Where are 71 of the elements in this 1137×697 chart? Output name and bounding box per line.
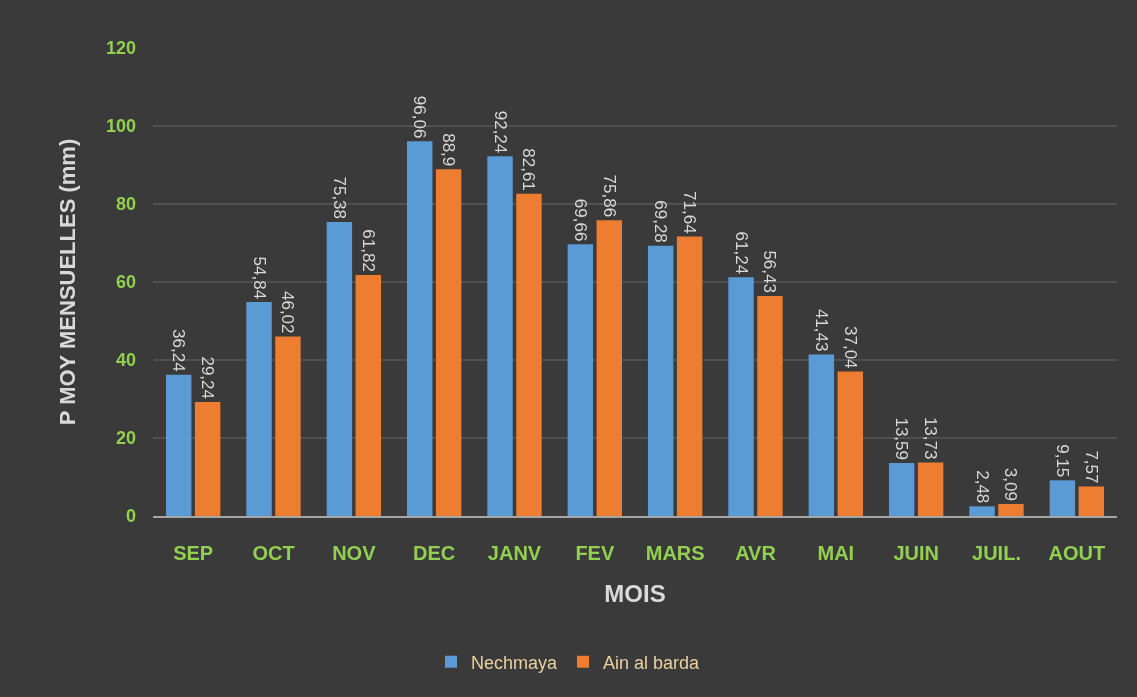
x-axis-title: MOIS — [604, 579, 666, 607]
bar — [516, 193, 542, 516]
bar — [275, 336, 301, 516]
x-tick-label: JUIL. — [972, 542, 1021, 564]
bar — [326, 222, 353, 516]
y-tick-label: 0 — [125, 506, 136, 527]
data-label: 41,43 — [811, 308, 831, 352]
x-tick-label: FEV — [575, 542, 615, 564]
x-tick-label: JUIN — [893, 542, 939, 564]
bar — [567, 244, 594, 516]
bar — [246, 302, 272, 516]
bar — [435, 169, 462, 516]
data-label: 37,04 — [840, 325, 860, 369]
bar — [406, 141, 433, 516]
x-tick-label: AVR — [735, 542, 777, 564]
data-label: 54,84 — [249, 256, 269, 300]
bar — [888, 463, 915, 516]
x-tick-label: NOV — [332, 542, 377, 564]
data-label: 71,64 — [680, 191, 700, 234]
bar — [596, 220, 623, 516]
data-label: 13,59 — [892, 417, 912, 460]
y-tick-label: 60 — [115, 272, 136, 293]
bar — [676, 236, 703, 516]
x-tick-label: OCT — [252, 542, 295, 564]
data-label: 69,66 — [570, 198, 590, 242]
bar — [165, 374, 192, 516]
bar — [837, 371, 864, 516]
data-label: 61,82 — [358, 229, 378, 272]
legend-label: Nechmaya — [471, 652, 559, 673]
bar — [487, 156, 513, 516]
x-tick-label: DEC — [413, 542, 456, 564]
bar — [1049, 480, 1076, 516]
bar — [917, 462, 944, 516]
data-label: 75,38 — [329, 176, 349, 220]
data-label: 7,57 — [1081, 450, 1101, 484]
legend-label: Ain al barda — [603, 652, 701, 673]
data-label: 96,06 — [410, 95, 430, 139]
y-tick-label: 80 — [115, 194, 136, 215]
data-label: 82,61 — [519, 148, 539, 191]
data-label: 69,28 — [651, 200, 671, 243]
data-label: 36,24 — [169, 329, 189, 372]
bar — [728, 277, 754, 516]
x-tick-label: MARS — [645, 542, 705, 564]
bar — [1078, 486, 1105, 516]
data-label: 3,09 — [1001, 467, 1021, 501]
data-label: 9,15 — [1052, 444, 1072, 478]
bar — [998, 503, 1024, 516]
y-tick-label: 100 — [105, 116, 136, 137]
data-label: 88,9 — [439, 133, 459, 167]
y-axis-title: P MOY MENSUELLES (mm) — [54, 138, 80, 426]
bar — [647, 245, 674, 516]
x-tick-label: JANV — [487, 542, 542, 564]
data-label: 75,86 — [599, 174, 619, 218]
bar — [969, 506, 995, 516]
data-label: 2,48 — [972, 470, 992, 504]
bar — [757, 295, 783, 516]
data-label: 46,02 — [278, 290, 298, 334]
data-label: 61,24 — [731, 231, 751, 275]
bar — [808, 354, 835, 516]
y-tick-label: 20 — [115, 428, 136, 449]
data-label: 56,43 — [760, 250, 780, 293]
x-tick-label: MAI — [817, 542, 855, 564]
x-tick-label: SEP — [173, 542, 214, 564]
data-label: 13,73 — [921, 416, 941, 460]
x-tick-label: AOUT — [1048, 542, 1106, 564]
y-tick-label: 120 — [105, 38, 136, 59]
y-tick-label: 40 — [115, 350, 136, 371]
bar — [355, 274, 382, 516]
data-label: 92,24 — [490, 110, 510, 154]
data-label: 29,24 — [198, 356, 218, 399]
bar — [194, 401, 221, 516]
